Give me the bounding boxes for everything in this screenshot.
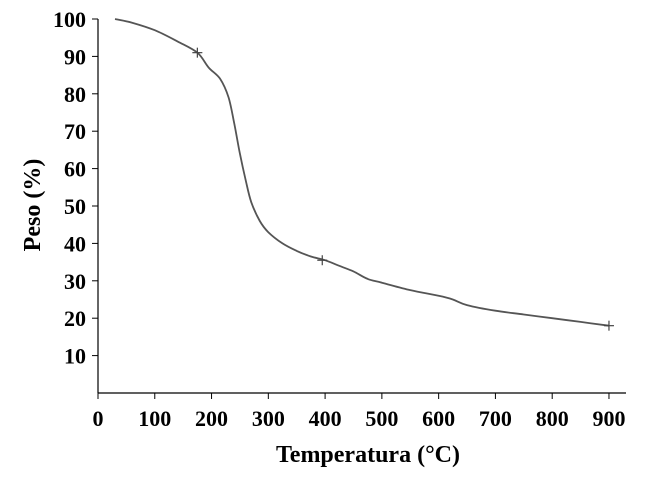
x-tick-labels: 0 100 200 300 400 500 600 700 800 900 (93, 393, 625, 431)
x-tick-label: 100 (138, 406, 171, 431)
x-tick-label: 800 (536, 406, 569, 431)
x-tick-label: 200 (195, 406, 228, 431)
x-tick-label: 400 (309, 406, 342, 431)
cross-marker (192, 47, 203, 58)
y-tick-label: 70 (64, 119, 86, 144)
y-tick-label: 30 (64, 269, 86, 294)
y-tick-label: 10 (64, 344, 86, 369)
y-tick-labels: 10 20 30 40 50 60 70 80 90 100 (53, 7, 98, 369)
x-axis-title: Temperatura (°C) (276, 442, 460, 468)
axes (97, 19, 626, 394)
x-tick-label: 0 (93, 406, 104, 431)
x-tick-label: 300 (252, 406, 285, 431)
y-tick-label: 50 (64, 194, 86, 219)
y-tick-label: 20 (64, 306, 86, 331)
y-tick-label: 90 (64, 44, 86, 69)
y-tick-label: 100 (53, 7, 86, 32)
x-tick-label: 500 (365, 406, 398, 431)
x-tick-label: 900 (592, 406, 625, 431)
y-tick-label: 40 (64, 231, 86, 256)
series-group (114, 18, 614, 331)
cross-marker (603, 320, 614, 331)
x-tick-label: 700 (479, 406, 512, 431)
y-axis-title: Peso (%) (20, 159, 46, 252)
y-tick-label: 80 (64, 82, 86, 107)
cross-marker (317, 255, 328, 266)
series-line-tga (114, 18, 610, 327)
x-tick-label: 600 (422, 406, 455, 431)
y-tick-label: 60 (64, 157, 86, 182)
